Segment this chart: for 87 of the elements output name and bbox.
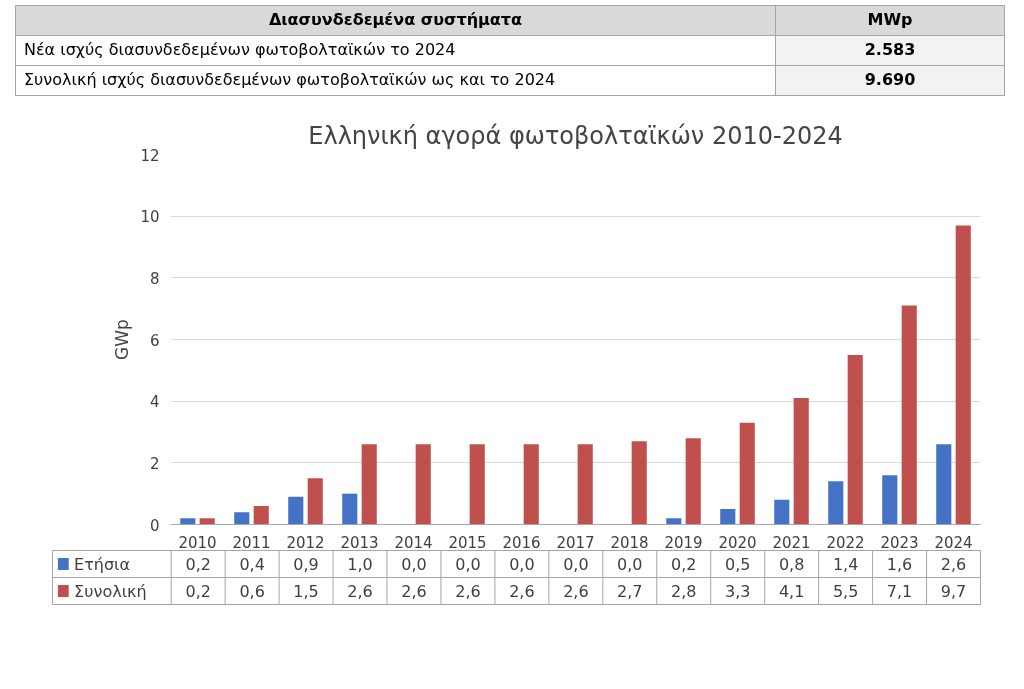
- y-tick-label: 4: [149, 393, 160, 412]
- data-label: 0,0: [617, 555, 643, 574]
- data-label: 2,7: [617, 582, 643, 601]
- bar: [739, 422, 755, 525]
- data-label: 0,5: [724, 555, 751, 574]
- bar: [882, 475, 898, 525]
- text: MWp: [775, 5, 1005, 36]
- data-label: 1,6: [886, 555, 913, 574]
- data-label: 5,5: [832, 582, 859, 601]
- bar: [720, 509, 736, 525]
- data-label: 0,2: [185, 582, 211, 601]
- bar: [361, 444, 377, 525]
- bar: [199, 518, 215, 525]
- y-axis-title: GWp: [112, 319, 133, 360]
- data-label: 0,0: [401, 555, 427, 574]
- data-label: 9,7: [940, 582, 967, 601]
- y-tick-label: 6: [149, 331, 160, 350]
- text: 2.583: [775, 35, 1005, 66]
- bar: [253, 506, 269, 525]
- data-label: 0,2: [671, 555, 697, 574]
- bar: [685, 438, 701, 525]
- x-tick-label: 2022: [826, 533, 865, 552]
- legend-label: Συνολική: [74, 581, 147, 601]
- x-tick-label: 2021: [772, 533, 811, 552]
- bar: [936, 444, 952, 525]
- bar: [307, 478, 323, 525]
- bar: [901, 305, 917, 525]
- y-tick-label: 2: [149, 454, 160, 473]
- bar: [631, 441, 647, 525]
- x-tick-label: 2013: [340, 533, 379, 552]
- text: Συνολική ισχύς διασυνδεδεμένων φωτοβολταϊκών ως και το 2024: [15, 65, 776, 96]
- bar: [666, 518, 682, 525]
- x-tick-label: 2014: [394, 533, 433, 552]
- data-label: 2,6: [563, 582, 589, 601]
- data-label: 2,6: [455, 582, 481, 601]
- data-label: 1,0: [347, 555, 373, 574]
- x-tick-label: 2010: [178, 533, 217, 552]
- bar: [469, 444, 485, 525]
- bar: [774, 499, 790, 525]
- bar: [577, 444, 593, 525]
- data-label: 0,9: [293, 555, 319, 574]
- text: Νέα ισχύς διασυνδεδεμένων φωτοβολταϊκών το 2024: [15, 35, 776, 66]
- y-tick-label: 0: [149, 516, 160, 535]
- text: 9.690: [775, 65, 1005, 96]
- bar: [415, 444, 431, 525]
- y-tick-label: 12: [140, 146, 160, 165]
- x-tick-label: 2016: [502, 533, 541, 552]
- x-tick-label: 2015: [448, 533, 487, 552]
- x-tick-label: 2018: [610, 533, 649, 552]
- bar: [234, 512, 250, 525]
- data-label: 2,6: [509, 582, 535, 601]
- data-label: 0,0: [455, 555, 481, 574]
- x-tick-label: 2024: [934, 533, 973, 552]
- data-label: 2,6: [347, 582, 373, 601]
- x-tick-label: 2012: [286, 533, 325, 552]
- data-label: 1,5: [293, 582, 319, 601]
- data-label: 0,6: [239, 582, 265, 601]
- data-label: 0,8: [778, 555, 805, 574]
- data-label: 0,0: [509, 555, 535, 574]
- chart-title: Ελληνική αγορά φωτοβολταϊκών 2010-2024: [308, 121, 843, 150]
- bar: [793, 398, 809, 525]
- x-tick-label: 2020: [718, 533, 757, 552]
- data-label: 2,6: [401, 582, 427, 601]
- bar: [847, 354, 863, 525]
- y-tick-label: 8: [149, 269, 160, 288]
- data-label: 2,6: [940, 555, 967, 574]
- bar: [180, 518, 196, 525]
- data-label: 1,4: [832, 555, 859, 574]
- bar: [523, 444, 539, 525]
- data-label: 4,1: [778, 582, 805, 601]
- bar: [342, 493, 358, 525]
- bar: [288, 496, 304, 525]
- data-label: 0,0: [563, 555, 589, 574]
- data-label: 0,2: [185, 555, 211, 574]
- data-label: 0,4: [239, 555, 265, 574]
- bar: [828, 481, 844, 525]
- x-tick-label: 2019: [664, 533, 703, 552]
- y-tick-label: 10: [140, 208, 160, 227]
- x-tick-label: 2011: [232, 533, 271, 552]
- text: Διασυνδεδεμένα συστήματα: [15, 5, 776, 36]
- x-tick-label: 2017: [556, 533, 595, 552]
- bar: [955, 225, 971, 525]
- legend-label: Ετήσια: [74, 554, 131, 574]
- data-label: 3,3: [724, 582, 751, 601]
- x-tick-label: 2023: [880, 533, 919, 552]
- data-label: 7,1: [886, 582, 913, 601]
- data-label: 2,8: [671, 582, 697, 601]
